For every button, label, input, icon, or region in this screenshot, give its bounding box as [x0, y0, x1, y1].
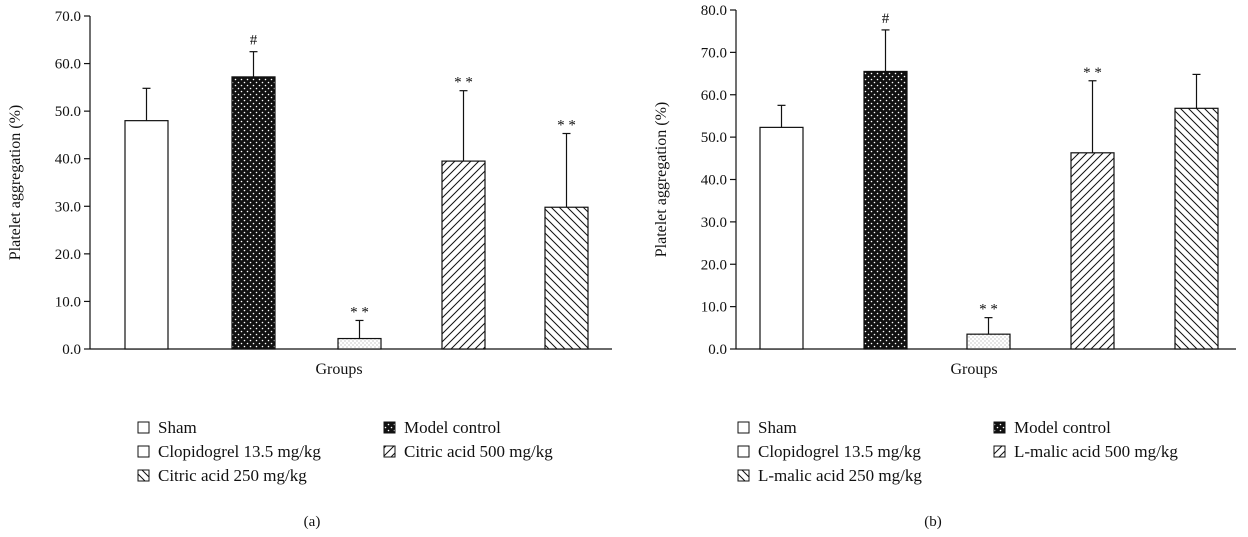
bar-1	[124, 120, 169, 350]
legend-swatch	[993, 445, 1006, 458]
legend-swatch	[137, 445, 150, 458]
legend-label: Citric acid 500 mg/kg	[404, 442, 553, 461]
legend-label: Clopidogrel 13.5 mg/kg	[758, 442, 921, 461]
x-axis-title: Groups	[315, 361, 362, 378]
bar-4	[1070, 152, 1115, 350]
bar-2	[231, 76, 276, 350]
legend-swatch	[993, 421, 1006, 434]
legend-swatch	[137, 469, 150, 482]
panel-caption: (b)	[924, 514, 942, 530]
y-tick-label: 0.0	[708, 342, 727, 358]
legend-swatch	[737, 445, 750, 458]
significance-mark: #	[250, 33, 258, 49]
chart-a-svg: 0.0 10.0 20.0 30.0 40.0 50.0 60.0 70.0 Platelet …	[7, 9, 612, 530]
chart-b-svg: 0.0 10.0 20.0 30.0 40.0 50.0 60.0 70.0 80.0 Plate…	[653, 3, 1236, 530]
y-tick-label: 70.0	[701, 45, 727, 61]
y-tick-label: 50.0	[701, 130, 727, 146]
significance-mark: * *	[350, 304, 369, 320]
bar-5	[544, 206, 589, 350]
significance-mark: * *	[1083, 65, 1102, 81]
legend-label: Model control	[404, 418, 501, 437]
y-tick-label: 30.0	[701, 215, 727, 231]
significance-mark: #	[882, 11, 890, 27]
legend-label: L-malic acid 500 mg/kg	[1014, 442, 1178, 461]
y-tick-label: 40.0	[55, 152, 81, 168]
significance-mark: * *	[979, 302, 998, 318]
y-tick-label: 20.0	[701, 257, 727, 273]
y-tick-label: 80.0	[701, 3, 727, 19]
y-tick-label: 40.0	[701, 173, 727, 189]
legend-swatch	[737, 469, 750, 482]
legend-label: Clopidogrel 13.5 mg/kg	[158, 442, 321, 461]
y-tick-label: 20.0	[55, 247, 81, 263]
x-axis-title: Groups	[950, 361, 997, 378]
bar-4	[441, 160, 486, 350]
legend-swatch	[383, 421, 396, 434]
bar-3	[337, 337, 382, 350]
legend-swatch	[737, 421, 750, 434]
significance-mark: * *	[454, 75, 473, 91]
bar-1	[759, 126, 804, 350]
chart-panel-b: 0.0 10.0 20.0 30.0 40.0 50.0 60.0 70.0 80.0 Plate…	[624, 0, 1248, 537]
y-tick-label: 0.0	[62, 342, 81, 358]
significance-mark: * *	[557, 118, 576, 134]
y-tick-label: 10.0	[701, 300, 727, 316]
bar-2	[863, 70, 908, 350]
legend-label: Sham	[758, 418, 797, 437]
y-axis-title: Platelet aggregation (%)	[7, 105, 24, 261]
y-tick-label: 70.0	[55, 9, 81, 25]
legend-label: Citric acid 250 mg/kg	[158, 466, 307, 485]
legend-label: Model control	[1014, 418, 1111, 437]
y-tick-label: 10.0	[55, 294, 81, 310]
y-tick-label: 50.0	[55, 104, 81, 120]
y-tick-label: 30.0	[55, 199, 81, 215]
legend-swatch	[383, 445, 396, 458]
bar-5	[1174, 107, 1219, 350]
y-tick-label: 60.0	[55, 57, 81, 73]
panel-caption: (a)	[304, 514, 321, 530]
legend-label: Sham	[158, 418, 197, 437]
legend-swatch	[137, 421, 150, 434]
legend-label: L-malic acid 250 mg/kg	[758, 466, 922, 485]
y-tick-label: 60.0	[701, 88, 727, 104]
chart-panel-a: 0.0 10.0 20.0 30.0 40.0 50.0 60.0 70.0 Platelet …	[7, 9, 612, 530]
bar-3	[966, 333, 1011, 350]
y-axis-title: Platelet aggregation (%)	[653, 102, 670, 258]
